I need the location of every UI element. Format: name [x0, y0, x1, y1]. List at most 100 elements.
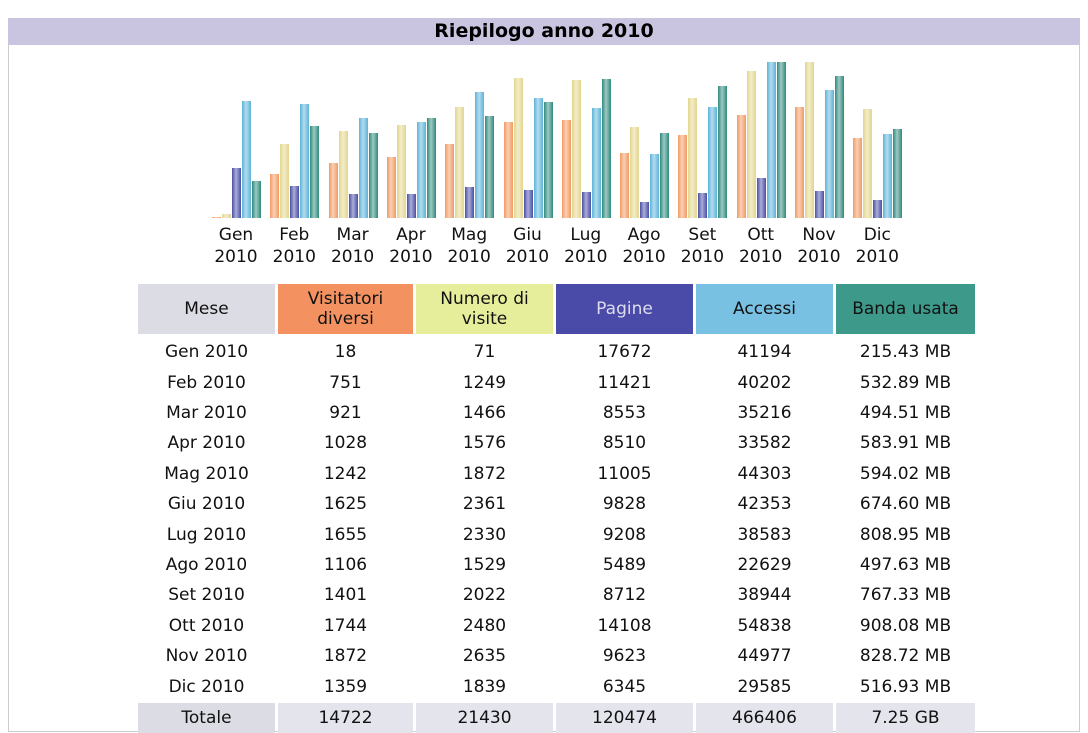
value-cell: 674.60 MB — [859, 494, 952, 515]
value-cell: 1625 — [323, 494, 368, 515]
bar — [465, 186, 475, 218]
bar — [242, 100, 251, 218]
value-cell: 2022 — [462, 585, 507, 606]
bar — [746, 71, 756, 218]
bar — [426, 117, 436, 218]
bar — [270, 173, 280, 218]
bar — [893, 129, 903, 218]
table-header: Pagine — [556, 284, 693, 334]
bar — [660, 132, 670, 218]
value-cell: 38583 — [737, 524, 792, 545]
bar — [310, 126, 320, 218]
table-header: Accessi — [696, 284, 833, 334]
value-cell: 17672 — [597, 342, 652, 363]
bar — [591, 108, 601, 218]
bar — [348, 193, 358, 218]
value-cell: 8553 — [602, 402, 647, 423]
value-cell: 9623 — [602, 646, 647, 667]
value-cell: 11005 — [597, 463, 652, 484]
total-label: Totale — [138, 703, 275, 733]
bar — [736, 114, 746, 218]
value-cell: 808.95 MB — [859, 524, 952, 545]
value-cell: 583.91 MB — [859, 433, 952, 454]
x-tick-label: Apr 2010 — [389, 225, 433, 267]
bar — [416, 122, 426, 218]
value-cell: 54838 — [737, 615, 792, 636]
value-cell: 1466 — [462, 402, 507, 423]
value-cell: 1872 — [323, 646, 368, 667]
bar — [328, 163, 338, 218]
month-cell: Nov 2010 — [165, 646, 248, 667]
bar — [698, 193, 708, 218]
value-cell: 1106 — [323, 554, 368, 575]
value-cell: 18 — [334, 342, 357, 363]
total-cell: 120474 — [556, 703, 693, 733]
bar — [533, 97, 543, 218]
bar — [805, 62, 814, 218]
month-cell: Gen 2010 — [164, 342, 249, 363]
total-cell: 7.25 GB — [836, 703, 975, 733]
value-cell: 8712 — [602, 585, 647, 606]
month-cell: Ott 2010 — [168, 615, 245, 636]
value-cell: 2480 — [462, 615, 507, 636]
value-cell: 11421 — [597, 372, 652, 393]
bar — [718, 86, 728, 218]
value-cell: 1028 — [323, 433, 368, 454]
bar — [776, 62, 786, 218]
bar — [650, 153, 660, 218]
value-cell: 71 — [473, 342, 496, 363]
x-tick-label: Lug 2010 — [564, 225, 608, 267]
value-cell: 44303 — [737, 463, 792, 484]
bar — [795, 107, 804, 218]
value-cell: 1359 — [323, 676, 368, 697]
bar — [561, 120, 571, 218]
bar — [630, 127, 640, 218]
bar — [766, 62, 776, 218]
value-cell: 516.93 MB — [859, 676, 952, 697]
x-tick-label: Nov 2010 — [797, 225, 841, 267]
bar — [825, 90, 834, 218]
bar — [601, 79, 611, 218]
value-cell: 35216 — [737, 402, 792, 423]
value-cell: 8510 — [602, 433, 647, 454]
value-cell: 1576 — [462, 433, 507, 454]
table-header: Banda usata — [836, 284, 975, 334]
bar — [581, 191, 591, 218]
table-header: Visitatori diversi — [278, 284, 413, 334]
value-cell: 41194 — [737, 342, 792, 363]
bar — [756, 177, 766, 218]
bar — [222, 213, 231, 218]
value-cell: 33582 — [737, 433, 792, 454]
table-header: Numero di visite — [416, 284, 553, 334]
value-cell: 908.08 MB — [859, 615, 952, 636]
month-cell: Set 2010 — [168, 585, 245, 606]
month-cell: Ago 2010 — [165, 554, 248, 575]
bar — [620, 152, 630, 218]
value-cell: 751 — [329, 372, 362, 393]
value-cell: 1744 — [323, 615, 368, 636]
total-cell: 466406 — [696, 703, 833, 733]
bar — [853, 137, 863, 218]
value-cell: 767.33 MB — [859, 585, 952, 606]
value-cell: 38944 — [737, 585, 792, 606]
bar — [212, 216, 221, 218]
value-cell: 532.89 MB — [859, 372, 952, 393]
total-cell: 14722 — [278, 703, 413, 733]
month-cell: Giu 2010 — [167, 494, 246, 515]
value-cell: 497.63 MB — [859, 554, 952, 575]
value-cell: 921 — [329, 402, 362, 423]
value-cell: 1529 — [462, 554, 507, 575]
month-cell: Feb 2010 — [167, 372, 246, 393]
bar — [835, 75, 844, 218]
value-cell: 1249 — [462, 372, 507, 393]
month-cell: Dic 2010 — [168, 676, 245, 697]
bar — [863, 109, 873, 218]
value-cell: 494.51 MB — [859, 402, 952, 423]
value-cell: 828.72 MB — [859, 646, 952, 667]
value-cell: 9208 — [602, 524, 647, 545]
bar — [815, 190, 824, 218]
value-cell: 44977 — [737, 646, 792, 667]
month-cell: Mag 2010 — [164, 463, 249, 484]
x-tick-label: Mag 2010 — [447, 225, 491, 267]
